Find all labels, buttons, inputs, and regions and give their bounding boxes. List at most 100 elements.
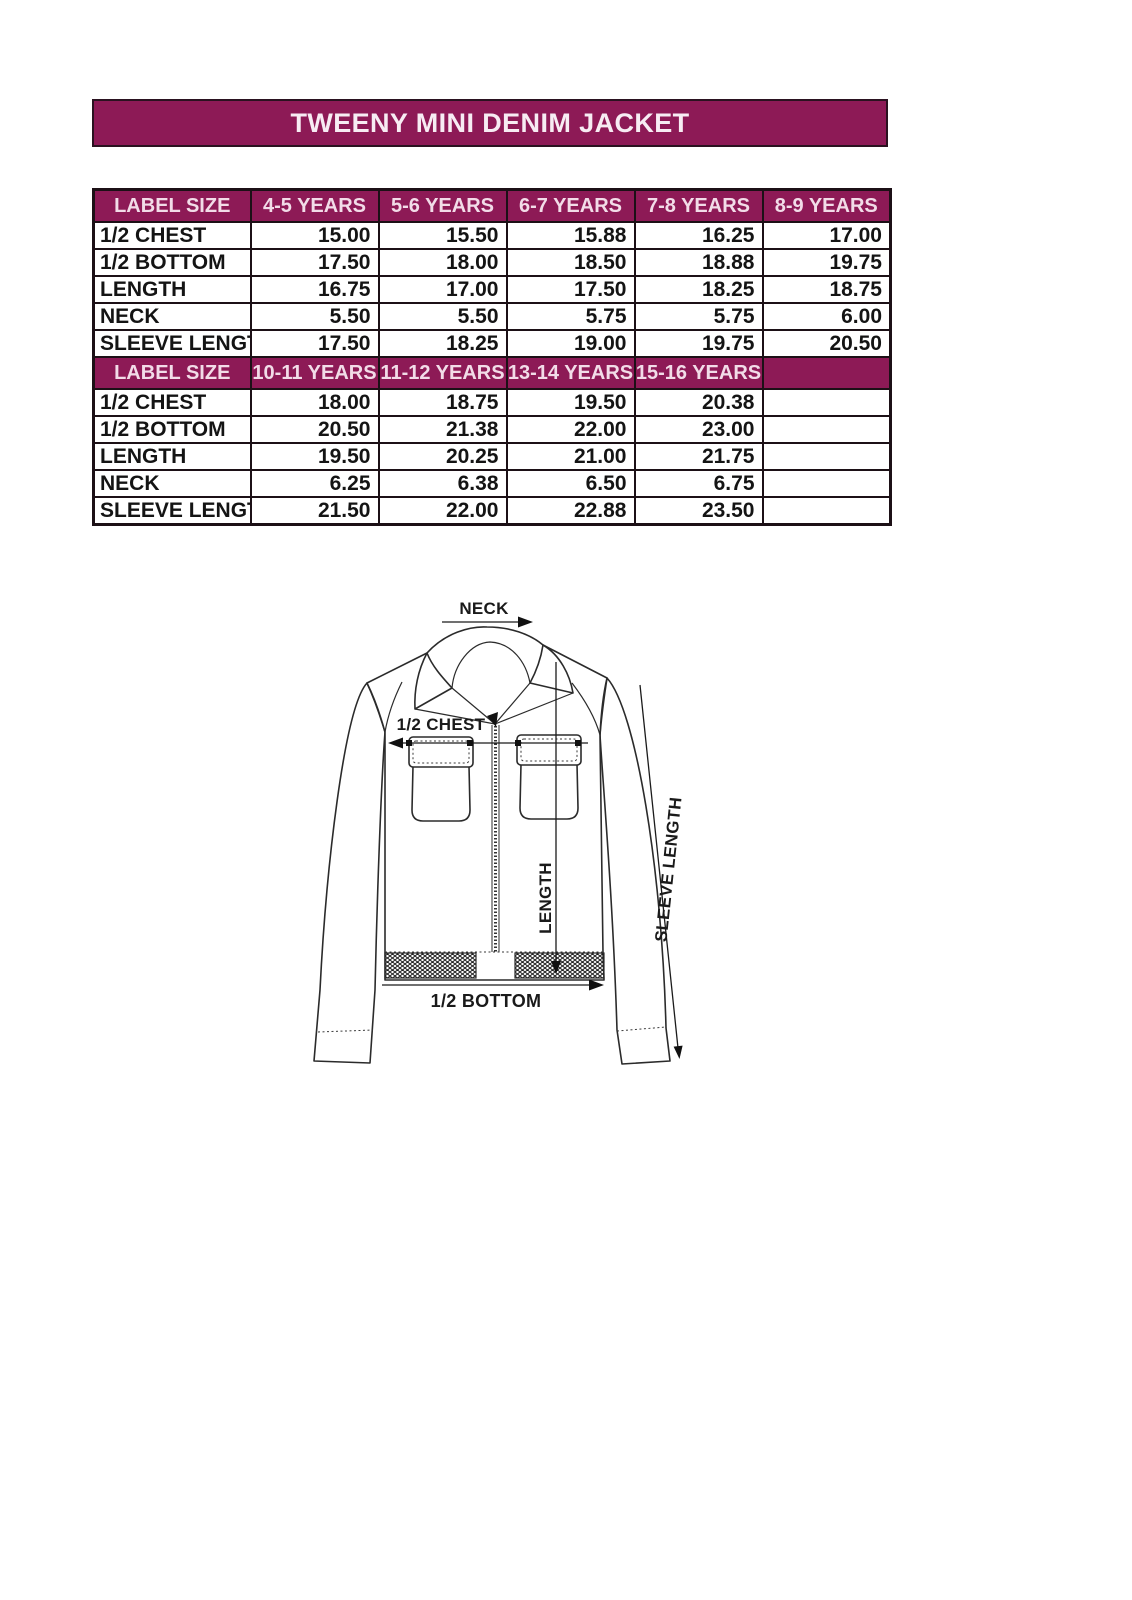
table-row: 1/2 CHEST 18.00 18.75 19.50 20.38 <box>92 388 892 417</box>
table-cell: 15.00 <box>249 221 380 250</box>
table-cell: 17.50 <box>505 275 636 304</box>
table-cell: 16.75 <box>249 275 380 304</box>
table-cell <box>761 388 892 417</box>
table-cell: 21.75 <box>633 442 764 471</box>
table-cell: 20.50 <box>249 415 380 444</box>
table-cell <box>761 496 892 526</box>
jacket-body <box>366 626 608 981</box>
table-cell <box>761 442 892 471</box>
table-header-row: LABEL SIZE 10-11 YEARS 11-12 YEARS 13-14… <box>92 356 892 390</box>
table-cell: 19.75 <box>761 248 892 277</box>
header-cell: 7-8 YEARS <box>633 188 764 223</box>
table-cell: 17.50 <box>249 248 380 277</box>
table-row: SLEEVE LENGTH 21.50 22.00 22.88 23.50 <box>92 496 892 526</box>
table-cell: 22.88 <box>505 496 636 526</box>
header-cell: 10-11 YEARS <box>249 356 380 390</box>
table-cell: 6.38 <box>377 469 508 498</box>
page-title: TWEENY MINI DENIM JACKET <box>290 107 690 138</box>
row-label: 1/2 BOTTOM <box>92 248 252 277</box>
left-placket-line <box>451 687 496 725</box>
collar-inner-curve <box>451 641 531 689</box>
row-label: NECK <box>92 469 252 498</box>
left-pocket-flap <box>408 736 474 768</box>
row-label: SLEEVE LENGTH <box>92 329 252 358</box>
neck-arrow <box>442 616 533 628</box>
left-cuff-stitch <box>317 1029 374 1033</box>
table-cell: 18.50 <box>505 248 636 277</box>
half-chest-label: 1/2 CHEST <box>397 715 486 734</box>
right-placket-line <box>494 682 531 725</box>
header-cell: 6-7 YEARS <box>505 188 636 223</box>
header-cell: 15-16 YEARS <box>633 356 764 390</box>
row-label: LENGTH <box>92 275 252 304</box>
table-cell <box>761 469 892 498</box>
table-cell: 22.00 <box>377 496 508 526</box>
table-cell: 20.50 <box>761 329 892 358</box>
table-cell: 22.00 <box>505 415 636 444</box>
table-cell: 21.38 <box>377 415 508 444</box>
left-lapel-line <box>414 708 496 725</box>
table-cell: 20.25 <box>377 442 508 471</box>
sleeve-length-label: SLEEVE LENGTH <box>651 796 685 943</box>
zipper <box>491 725 500 952</box>
right-collar <box>529 644 574 694</box>
left-armhole-seam <box>384 681 403 733</box>
table-cell: 17.50 <box>249 329 380 358</box>
table-cell: 17.00 <box>377 275 508 304</box>
length-label: LENGTH <box>536 862 555 934</box>
table-cell: 18.25 <box>377 329 508 358</box>
table-cell: 15.50 <box>377 221 508 250</box>
header-cell: LABEL SIZE <box>92 356 252 390</box>
header-cell <box>761 356 892 390</box>
table-row: 1/2 BOTTOM 20.50 21.38 22.00 23.00 <box>92 415 892 444</box>
table-cell: 18.88 <box>633 248 764 277</box>
table-cell: 19.50 <box>249 442 380 471</box>
half-bottom-arrow <box>382 979 604 991</box>
table-cell: 18.75 <box>761 275 892 304</box>
header-cell: 8-9 YEARS <box>761 188 892 223</box>
table-cell: 21.50 <box>249 496 380 526</box>
table-cell: 5.50 <box>249 302 380 331</box>
table-cell: 19.75 <box>633 329 764 358</box>
table-cell: 5.50 <box>377 302 508 331</box>
title-banner: TWEENY MINI DENIM JACKET <box>92 99 888 147</box>
table-row: 1/2 BOTTOM 17.50 18.00 18.50 18.88 19.75 <box>92 248 892 277</box>
header-cell: 11-12 YEARS <box>377 356 508 390</box>
table-cell: 23.50 <box>633 496 764 526</box>
table-cell: 19.50 <box>505 388 636 417</box>
table-row: LENGTH 19.50 20.25 21.00 21.75 <box>92 442 892 471</box>
table-cell: 6.50 <box>505 469 636 498</box>
table-cell: 21.00 <box>505 442 636 471</box>
table-row: NECK 6.25 6.38 6.50 6.75 <box>92 469 892 498</box>
left-flap-stitch <box>412 740 470 764</box>
row-label: 1/2 CHEST <box>92 388 252 417</box>
header-cell: 5-6 YEARS <box>377 188 508 223</box>
right-cuff-stitch <box>616 1026 667 1032</box>
table-row: 1/2 CHEST 15.00 15.50 15.88 16.25 17.00 <box>92 221 892 250</box>
right-lapel-line <box>494 692 574 725</box>
row-label: 1/2 BOTTOM <box>92 415 252 444</box>
row-label: 1/2 CHEST <box>92 221 252 250</box>
table-header-row: LABEL SIZE 4-5 YEARS 5-6 YEARS 6-7 YEARS… <box>92 188 892 223</box>
table-cell: 17.00 <box>761 221 892 250</box>
waistband-left <box>384 952 477 979</box>
table-cell <box>761 415 892 444</box>
table-cell: 5.75 <box>505 302 636 331</box>
right-armhole-seam <box>571 682 601 736</box>
zipper-top-marker <box>487 712 498 727</box>
table-cell: 6.75 <box>633 469 764 498</box>
right-pocket-body <box>519 763 579 820</box>
waistband-right <box>514 952 605 979</box>
table-cell: 16.25 <box>633 221 764 250</box>
table-cell: 23.00 <box>633 415 764 444</box>
header-cell: LABEL SIZE <box>92 188 252 223</box>
row-label: LENGTH <box>92 442 252 471</box>
table-cell: 18.00 <box>249 388 380 417</box>
left-collar <box>414 652 453 710</box>
table-cell: 18.00 <box>377 248 508 277</box>
sleeve-length-arrow <box>639 684 683 1059</box>
right-flap-stitch <box>520 738 578 762</box>
table-cell: 5.75 <box>633 302 764 331</box>
length-line <box>551 662 561 974</box>
